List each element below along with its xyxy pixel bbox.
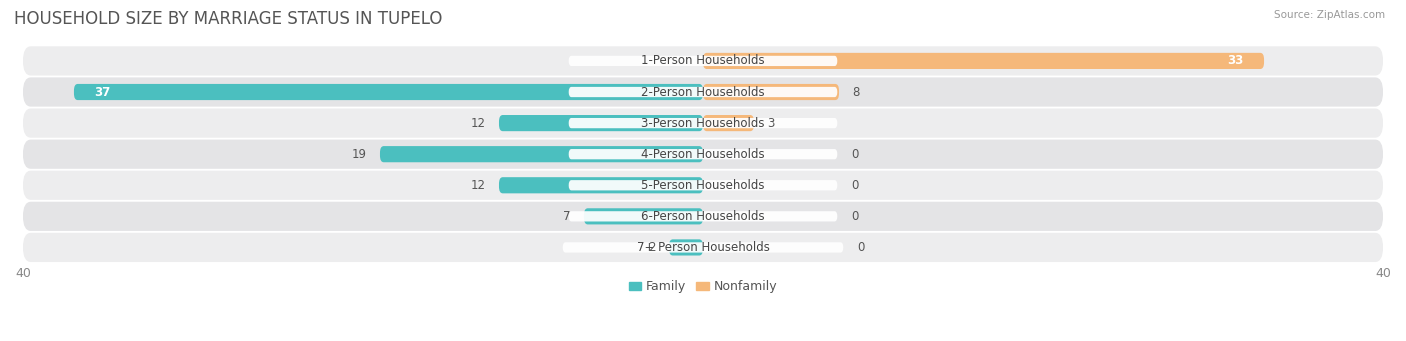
FancyBboxPatch shape xyxy=(703,84,839,100)
FancyBboxPatch shape xyxy=(22,77,1384,107)
FancyBboxPatch shape xyxy=(568,118,838,128)
Text: 12: 12 xyxy=(471,179,485,192)
FancyBboxPatch shape xyxy=(568,180,838,190)
Text: 8: 8 xyxy=(852,86,860,99)
FancyBboxPatch shape xyxy=(669,239,703,255)
FancyBboxPatch shape xyxy=(568,211,838,221)
Text: 0: 0 xyxy=(851,210,858,223)
Text: Source: ZipAtlas.com: Source: ZipAtlas.com xyxy=(1274,10,1385,20)
Text: 3-Person Households: 3-Person Households xyxy=(641,117,765,130)
Text: 4-Person Households: 4-Person Households xyxy=(641,148,765,161)
Text: 12: 12 xyxy=(471,117,485,130)
Text: 0: 0 xyxy=(851,148,858,161)
FancyBboxPatch shape xyxy=(583,208,703,224)
Text: 2: 2 xyxy=(648,241,655,254)
FancyBboxPatch shape xyxy=(380,146,703,162)
Text: 3: 3 xyxy=(768,117,775,130)
FancyBboxPatch shape xyxy=(22,170,1384,200)
FancyBboxPatch shape xyxy=(22,46,1384,76)
FancyBboxPatch shape xyxy=(499,115,703,131)
FancyBboxPatch shape xyxy=(499,177,703,193)
Text: 7: 7 xyxy=(562,210,571,223)
FancyBboxPatch shape xyxy=(22,139,1384,169)
Text: 37: 37 xyxy=(94,86,111,99)
Text: 33: 33 xyxy=(1227,55,1244,68)
Text: 7+ Person Households: 7+ Person Households xyxy=(637,241,769,254)
Text: 19: 19 xyxy=(352,148,367,161)
Text: 0: 0 xyxy=(851,179,858,192)
FancyBboxPatch shape xyxy=(22,108,1384,138)
Text: 2-Person Households: 2-Person Households xyxy=(641,86,765,99)
FancyBboxPatch shape xyxy=(75,84,703,100)
Text: 6-Person Households: 6-Person Households xyxy=(641,210,765,223)
Text: 0: 0 xyxy=(856,241,865,254)
FancyBboxPatch shape xyxy=(568,149,838,159)
FancyBboxPatch shape xyxy=(703,115,754,131)
FancyBboxPatch shape xyxy=(562,242,844,253)
FancyBboxPatch shape xyxy=(568,56,838,66)
FancyBboxPatch shape xyxy=(22,233,1384,262)
Text: 1-Person Households: 1-Person Households xyxy=(641,55,765,68)
FancyBboxPatch shape xyxy=(22,202,1384,231)
FancyBboxPatch shape xyxy=(703,53,1264,69)
FancyBboxPatch shape xyxy=(568,87,838,97)
Text: HOUSEHOLD SIZE BY MARRIAGE STATUS IN TUPELO: HOUSEHOLD SIZE BY MARRIAGE STATUS IN TUP… xyxy=(14,10,443,28)
Text: 5-Person Households: 5-Person Households xyxy=(641,179,765,192)
Legend: Family, Nonfamily: Family, Nonfamily xyxy=(624,275,782,298)
